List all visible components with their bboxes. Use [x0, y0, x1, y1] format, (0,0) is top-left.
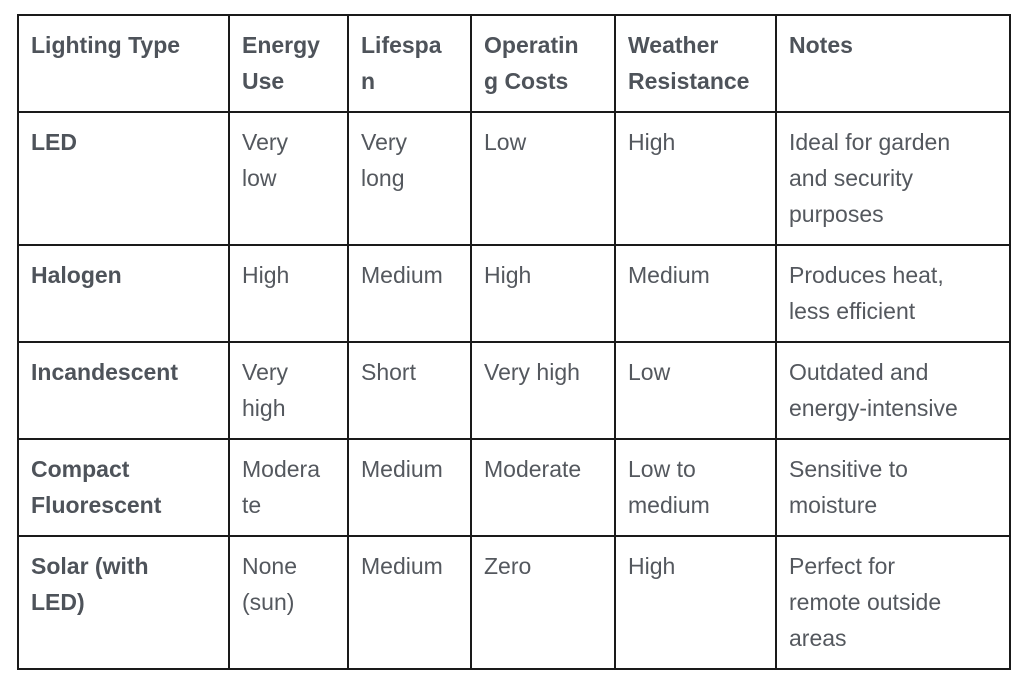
- row-label-compact-fluorescent: Compact Fluorescent: [17, 438, 230, 537]
- cell-incandescent-weather-resistance: Low: [614, 341, 777, 440]
- cell-halogen-weather-resistance: Medium: [614, 244, 777, 343]
- cell-led-lifespan: Very long: [347, 111, 472, 246]
- cell-halogen-lifespan: Medium: [347, 244, 472, 343]
- table-row-compact-fluorescent: Compact Fluorescent Modera te Medium Mod…: [17, 438, 1011, 537]
- cell-led-notes: Ideal for garden and security purposes: [775, 111, 1011, 246]
- cell-incandescent-notes: Outdated and energy-intensive: [775, 341, 1011, 440]
- column-header-weather-resistance: Weather Resistance: [614, 14, 777, 113]
- lighting-comparison-table: Lighting Type Energy Use Lifespa n Opera…: [17, 14, 1011, 670]
- table-row-led: LED Very low Very long Low High Ideal fo…: [17, 111, 1011, 246]
- cell-halogen-energy-use: High: [228, 244, 349, 343]
- cell-led-energy-use: Very low: [228, 111, 349, 246]
- cell-solar-notes: Perfect for remote outside areas: [775, 535, 1011, 670]
- cell-solar-energy-use: None (sun): [228, 535, 349, 670]
- column-header-energy-use: Energy Use: [228, 14, 349, 113]
- row-label-incandescent: Incandescent: [17, 341, 230, 440]
- header-row: Lighting Type Energy Use Lifespa n Opera…: [17, 14, 1011, 113]
- table-row-solar: Solar (with LED) None (sun) Medium Zero …: [17, 535, 1011, 670]
- cell-led-weather-resistance: High: [614, 111, 777, 246]
- table-row-halogen: Halogen High Medium High Medium Produces…: [17, 244, 1011, 343]
- cell-solar-weather-resistance: High: [614, 535, 777, 670]
- column-header-lifespan: Lifespa n: [347, 14, 472, 113]
- cell-compact-fluorescent-lifespan: Medium: [347, 438, 472, 537]
- column-header-lighting-type: Lighting Type: [17, 14, 230, 113]
- column-header-operating-costs: Operatin g Costs: [470, 14, 616, 113]
- cell-compact-fluorescent-operating-costs: Moderate: [470, 438, 616, 537]
- column-header-notes: Notes: [775, 14, 1011, 113]
- cell-solar-operating-costs: Zero: [470, 535, 616, 670]
- cell-incandescent-energy-use: Very high: [228, 341, 349, 440]
- cell-compact-fluorescent-energy-use: Modera te: [228, 438, 349, 537]
- row-label-halogen: Halogen: [17, 244, 230, 343]
- table-row-incandescent: Incandescent Very high Short Very high L…: [17, 341, 1011, 440]
- row-label-led: LED: [17, 111, 230, 246]
- cell-halogen-notes: Produces heat, less efficient: [775, 244, 1011, 343]
- cell-incandescent-operating-costs: Very high: [470, 341, 616, 440]
- cell-incandescent-lifespan: Short: [347, 341, 472, 440]
- cell-halogen-operating-costs: High: [470, 244, 616, 343]
- cell-solar-lifespan: Medium: [347, 535, 472, 670]
- row-label-solar: Solar (with LED): [17, 535, 230, 670]
- cell-compact-fluorescent-notes: Sensitive to moisture: [775, 438, 1011, 537]
- cell-led-operating-costs: Low: [470, 111, 616, 246]
- cell-compact-fluorescent-weather-resistance: Low to medium: [614, 438, 777, 537]
